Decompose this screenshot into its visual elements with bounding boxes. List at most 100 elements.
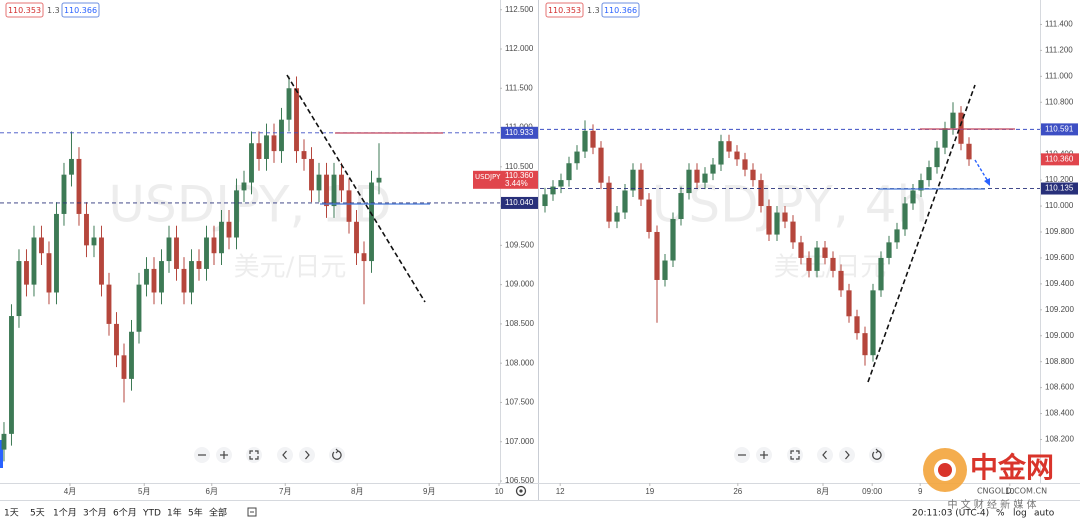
y-tick-label: 110.800 [1045, 97, 1074, 106]
candle-body [638, 169, 644, 200]
auto-toggle[interactable]: auto [1034, 509, 1055, 519]
scroll-right[interactable] [839, 447, 855, 463]
candle-body [226, 221, 232, 238]
level-tag [1041, 182, 1078, 195]
ask-price: 110.366 [64, 6, 97, 15]
candle-body [31, 237, 37, 285]
range-button[interactable]: 1年 [167, 507, 182, 519]
x-tick-label: 8月 [817, 487, 829, 496]
arrow [974, 159, 990, 184]
candle-body [294, 88, 299, 152]
candle-body [790, 221, 796, 243]
y-tick-label: 109.800 [1045, 227, 1074, 236]
price-tag-label: 110.360 [1045, 154, 1074, 163]
y-tick-label: 108.200 [1045, 435, 1074, 444]
compare-icon[interactable] [247, 507, 257, 517]
candle-body [926, 167, 932, 181]
candle-body [774, 212, 780, 235]
candle-body [76, 158, 82, 214]
candle-body [870, 290, 876, 356]
x-tick-label: 8月 [351, 487, 363, 496]
reset[interactable] [329, 447, 345, 463]
range-button[interactable]: 1天 [4, 509, 19, 519]
y-tick-label: 109.000 [505, 280, 534, 289]
level-label: 110.591 [1045, 124, 1074, 133]
candle-body [144, 268, 149, 285]
symbol-label: USDJPY [475, 173, 501, 181]
candle-body [894, 229, 900, 243]
y-tick-label: 112.500 [505, 5, 534, 14]
candle-body [798, 242, 804, 258]
scroll-left[interactable] [817, 447, 833, 463]
fullscreen[interactable] [787, 447, 803, 463]
range-button[interactable]: 1个月 [53, 508, 77, 519]
candle-body [219, 221, 224, 254]
log-toggle[interactable]: log [1013, 509, 1027, 519]
candle-body [838, 270, 844, 291]
candle-body [678, 193, 684, 220]
y-tick-label: 109.000 [1045, 331, 1074, 340]
y-tick-label: 109.200 [1045, 305, 1074, 314]
candle-body [950, 112, 956, 129]
candle-body [136, 284, 142, 332]
candle-body [742, 159, 748, 170]
candle-body [862, 333, 868, 356]
reset[interactable] [869, 447, 885, 463]
candle-body [159, 261, 164, 293]
fullscreen[interactable] [246, 447, 262, 463]
candle-body [718, 141, 724, 165]
candle-body [249, 143, 254, 183]
trendline [867, 84, 976, 383]
scroll-right[interactable] [299, 447, 315, 463]
scroll-left[interactable] [277, 447, 293, 463]
settings-icon[interactable] [515, 485, 527, 497]
x-tick-label: 5月 [138, 487, 150, 496]
y-tick-label: 107.500 [505, 398, 534, 407]
selection-marker [0, 440, 3, 468]
candle-body [598, 147, 604, 183]
candle-body [918, 180, 924, 191]
range-button[interactable]: 5年 [188, 507, 203, 519]
y-tick-label: 112.000 [505, 44, 534, 53]
candle-body [204, 237, 209, 269]
zoom-out[interactable] [734, 447, 750, 463]
watermark-subtitle: 美元/日元 [774, 253, 887, 283]
bid-box [545, 2, 584, 18]
candle-body [339, 174, 344, 191]
percent-toggle[interactable]: % [996, 509, 1005, 519]
candle-body [174, 237, 179, 269]
x-tick-label: 7月 [279, 487, 291, 496]
candle-body [694, 169, 700, 183]
x-tick-label: 12 [556, 487, 565, 496]
candle-body [958, 112, 964, 144]
candle-body [256, 143, 262, 159]
price-tag [1041, 153, 1079, 166]
candle-body [846, 290, 852, 317]
y-tick-label: 108.500 [505, 319, 534, 328]
candle-body [189, 261, 194, 293]
zoom-in[interactable] [756, 447, 772, 463]
candle-body [550, 186, 556, 195]
range-button[interactable]: 6个月 [113, 508, 137, 519]
range-button[interactable]: 3个月 [83, 508, 107, 519]
candle-body [942, 128, 948, 148]
level-tag [501, 196, 538, 209]
range-button[interactable]: 全部 [209, 507, 227, 519]
candle-body [376, 177, 382, 183]
range-button[interactable]: YTD [142, 509, 161, 519]
candle-body [234, 190, 239, 238]
candle-body [16, 261, 22, 317]
candle-body [806, 257, 812, 271]
candle-body [686, 169, 692, 194]
candle-body [69, 158, 74, 175]
candle-body [241, 182, 247, 191]
range-button[interactable]: 5天 [30, 509, 45, 519]
zoom-in[interactable] [216, 447, 232, 463]
zoom-out[interactable] [194, 447, 210, 463]
spread: 1.3 [587, 6, 600, 15]
level-label: 110.135 [1045, 184, 1074, 193]
trendline [286, 74, 426, 303]
logo-name: 中金网 [970, 451, 1054, 484]
level-tag [501, 126, 538, 139]
